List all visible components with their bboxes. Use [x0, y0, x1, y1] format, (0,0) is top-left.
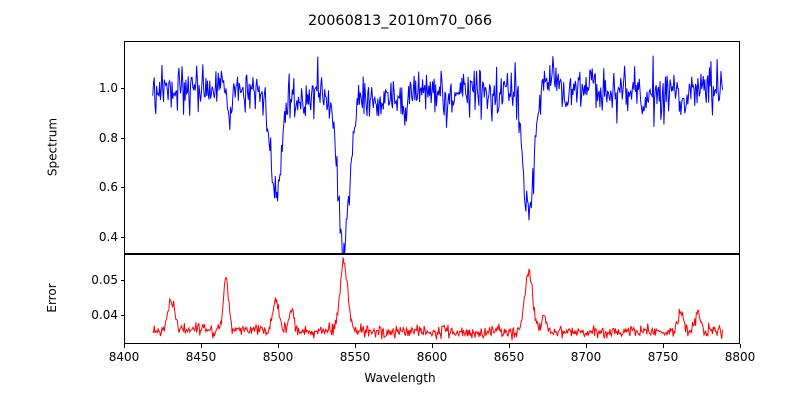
x-tick-mark	[278, 344, 280, 348]
x-tick-label: 8550	[339, 350, 371, 364]
x-tick-label: 8500	[262, 350, 294, 364]
spectrum-axis-label: Spectrum	[45, 117, 59, 176]
error-y-tick-label: 0.04	[91, 307, 118, 322]
spectrum-y-tick-mark	[120, 88, 124, 90]
x-tick-label: 8450	[185, 350, 217, 364]
x-tick-mark	[509, 344, 511, 348]
spectrum-line-plot	[152, 55, 724, 253]
x-tick-mark	[201, 344, 203, 348]
x-tick-mark	[663, 344, 665, 348]
figure-title: 20060813_2010m70_066	[307, 13, 493, 29]
spectrum-y-tick-mark	[120, 137, 124, 139]
x-tick-mark	[432, 344, 434, 348]
x-tick-mark	[124, 344, 126, 348]
spectrum-y-tick-mark	[120, 187, 124, 189]
wavelength-axis-label: Wavelength	[364, 371, 436, 385]
x-tick-label: 8650	[493, 350, 525, 364]
error-y-tick-label: 0.05	[91, 272, 118, 287]
x-tick-mark	[586, 344, 588, 348]
x-tick-label: 8800	[724, 350, 756, 364]
x-tick-mark	[740, 344, 742, 348]
error-y-tick-mark	[120, 314, 124, 316]
x-tick-label: 8400	[108, 350, 140, 364]
error-axis-label: Error	[45, 283, 59, 313]
x-tick-label: 8750	[647, 350, 679, 364]
x-tick-mark	[355, 344, 357, 348]
x-tick-label: 8700	[570, 350, 602, 364]
spectrum-y-tick-label: 1.0	[98, 81, 118, 96]
spectrum-y-tick-label: 0.4	[98, 229, 118, 244]
x-tick-label: 8600	[416, 350, 448, 364]
error-panel	[124, 254, 740, 344]
spectrum-y-tick-mark	[120, 236, 124, 238]
spectrum-y-tick-label: 0.6	[98, 180, 118, 195]
spectrum-panel	[124, 41, 740, 254]
error-line-plot	[152, 257, 724, 341]
spectrum-y-tick-label: 0.8	[98, 130, 118, 145]
error-y-tick-mark	[120, 279, 124, 282]
